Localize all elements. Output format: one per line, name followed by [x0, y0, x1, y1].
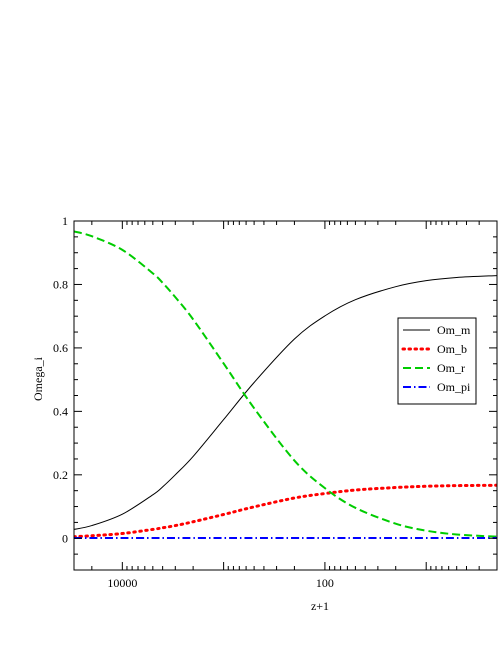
- y-tick-label: 0.2: [53, 468, 68, 482]
- series-line-om-m: [74, 275, 497, 530]
- legend-label: Om_m: [437, 323, 471, 337]
- legend: Om_m Om_b Om_r Om_pi: [397, 317, 477, 405]
- legend-label: Om_b: [437, 342, 467, 356]
- x-axis-title: z+1: [311, 599, 329, 613]
- x-tick-label: 10000: [107, 576, 137, 590]
- axis-ticks: [73, 220, 498, 571]
- y-tick-label: 0.8: [53, 277, 68, 291]
- y-tick-label: 1: [62, 214, 68, 228]
- series-line-om-r: [74, 230, 497, 538]
- x-tick-label: 100: [316, 576, 334, 590]
- legend-label: Om_r: [437, 361, 465, 375]
- y-tick-label: 0.4: [53, 404, 68, 418]
- legend-box: [397, 317, 477, 405]
- plot-lines: [74, 230, 497, 539]
- y-axis-title: Omega_i: [31, 356, 45, 401]
- legend-label: Om_pi: [437, 380, 471, 394]
- y-tick-label: 0.6: [53, 341, 68, 355]
- axis-tick-labels: 0 0.2 0.4 0.6 0.8 1 10000 100: [53, 214, 334, 590]
- series-line-om-b: [74, 483, 497, 539]
- y-tick-label: 0: [62, 531, 68, 545]
